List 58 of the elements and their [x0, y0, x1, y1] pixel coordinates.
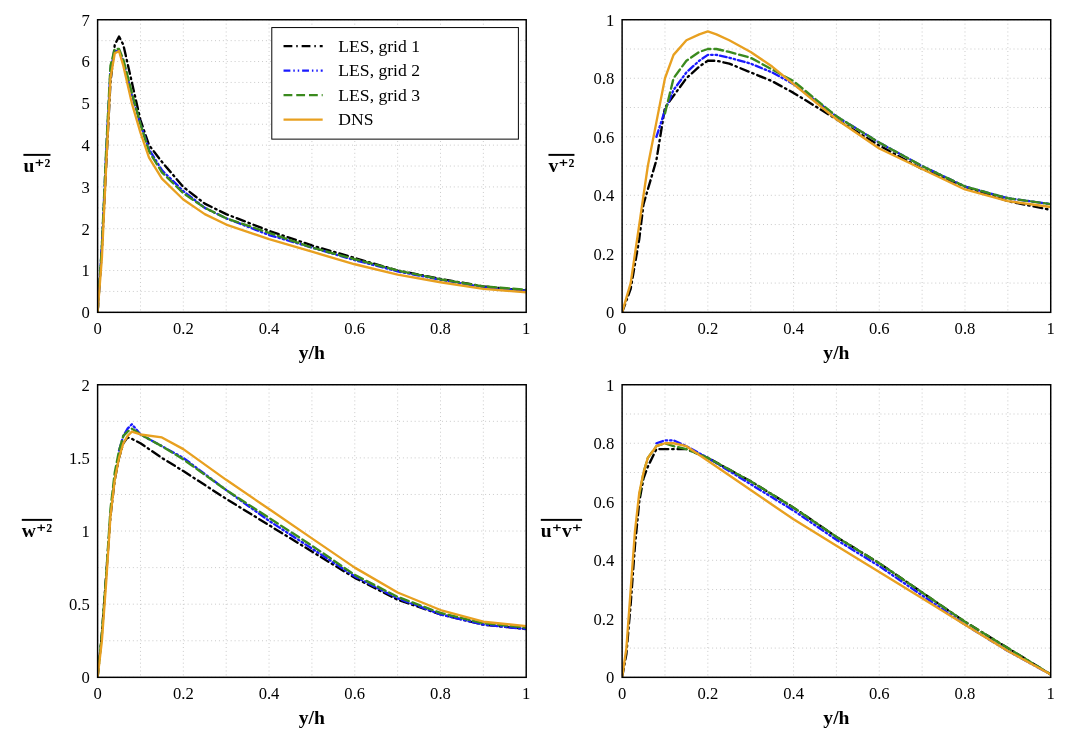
legend-label: DNS: [338, 109, 374, 130]
y-tick-label: 0.2: [593, 244, 615, 264]
x-tick-label: 0.4: [783, 318, 805, 338]
y-tick-label: 0: [81, 303, 90, 323]
x-axis-title: y/h: [298, 707, 326, 729]
y-tick-label: 0.2: [593, 609, 615, 629]
x-tick-label: 0.8: [954, 318, 976, 338]
x-tick-label: 1: [522, 683, 531, 703]
y-tick-label: 0: [605, 303, 615, 323]
x-tick-label: 0.2: [697, 683, 719, 703]
x-tick-label: 0.4: [783, 683, 805, 703]
x-tick-label: 0.6: [868, 683, 890, 703]
y-tick-label: 0.5: [69, 595, 90, 615]
x-tick-label: 0.2: [697, 318, 719, 338]
y-tick-label: 0.8: [593, 69, 615, 89]
x-tick-label: 0.8: [954, 683, 976, 703]
y-tick-label: 1: [81, 521, 90, 541]
y-tick-label: 6: [81, 52, 90, 72]
x-tick-label: 0.6: [868, 318, 890, 338]
y-tick-label: 1: [81, 261, 90, 281]
y-tick-label: 0: [81, 668, 90, 688]
x-tick-label: 0.4: [258, 683, 281, 703]
y-tick-label: 2: [81, 219, 90, 239]
y-tick-label: 3: [81, 177, 90, 197]
y-tick-label: 7: [81, 10, 90, 30]
y-tick-label: 1: [605, 375, 615, 395]
y-tick-label: 1.5: [69, 448, 90, 468]
y-tick-label: 0.8: [593, 434, 615, 454]
y-axis-title: v⁺²: [548, 154, 575, 176]
x-tick-label: 1: [522, 318, 531, 338]
x-tick-label: 0.2: [172, 318, 194, 338]
legend-label: LES, grid 1: [338, 36, 421, 57]
x-axis-title: y/h: [823, 707, 850, 729]
x-tick-label: 0.6: [344, 318, 366, 338]
y-tick-label: 0.4: [593, 551, 615, 571]
x-tick-label: 1: [1046, 318, 1055, 338]
y-tick-label: 1: [605, 10, 615, 30]
y-tick-label: 0: [605, 668, 615, 688]
y-tick-label: 4: [81, 136, 91, 156]
y-tick-label: 0.6: [593, 492, 615, 512]
x-tick-label: 0.8: [430, 318, 451, 338]
y-axis-title: u⁺v⁺: [540, 519, 583, 541]
y-tick-label: 5: [81, 94, 90, 114]
legend-label: LES, grid 3: [338, 84, 421, 105]
x-tick-label: 0.4: [258, 318, 281, 338]
legend-label: LES, grid 2: [338, 60, 421, 81]
y-tick-label: 0.6: [593, 127, 615, 147]
x-tick-label: 0.2: [172, 683, 194, 703]
x-axis-title: y/h: [298, 342, 326, 364]
y-axis-title: u⁺²: [23, 154, 51, 176]
x-tick-label: 0.6: [344, 683, 366, 703]
y-tick-label: 0.4: [593, 186, 615, 206]
x-axis-title: y/h: [823, 342, 850, 364]
x-tick-label: 0.8: [430, 683, 451, 703]
line-series: [117, 423, 527, 631]
y-tick-label: 2: [81, 375, 90, 395]
x-tick-label: 1: [1046, 683, 1055, 703]
y-axis-title: w⁺²: [21, 519, 53, 541]
